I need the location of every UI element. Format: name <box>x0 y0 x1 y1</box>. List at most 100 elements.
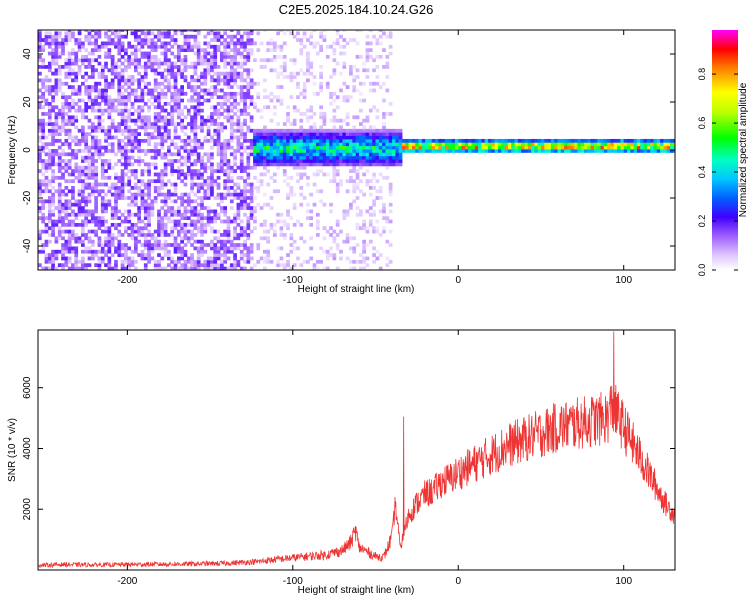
spectrogram-cell <box>133 48 138 52</box>
spectrogram-cell <box>74 236 79 241</box>
spectrogram-cell <box>292 138 297 143</box>
spectrogram-cell <box>342 61 347 66</box>
spectrogram-cell <box>51 226 55 231</box>
spectrogram-cell <box>352 259 357 264</box>
spectrogram-cell <box>378 54 383 59</box>
spectrogram-cell <box>220 239 224 244</box>
spectrogram-cell <box>368 132 373 136</box>
spectrogram-cell <box>372 246 376 251</box>
spectrogram-cell <box>319 145 323 150</box>
spectrogram-cell <box>54 222 59 227</box>
spectrogram-cell <box>312 112 317 116</box>
spectrogram-cell <box>71 68 75 73</box>
spectrogram-cell <box>216 246 221 251</box>
spectrogram-cell <box>329 233 333 237</box>
spectrogram-cell <box>38 34 42 39</box>
spectrogram-cell <box>77 65 82 69</box>
spectrogram-cell <box>47 182 52 187</box>
spectrogram-cell <box>527 149 532 153</box>
spectrogram-cell <box>524 145 529 150</box>
spectrogram-cell <box>107 249 112 254</box>
spectrogram-cell <box>47 108 52 113</box>
spectrogram-cell <box>256 138 261 143</box>
spectrogram-cell <box>319 162 323 167</box>
spectrogram-cell <box>253 175 257 180</box>
spectrogram-cell <box>61 236 65 241</box>
spectrogram-cell <box>153 149 158 153</box>
spectrogram-cell <box>226 91 231 96</box>
spectrogram-cell <box>120 152 125 157</box>
spectrogram-cell <box>186 48 191 52</box>
spectrogram-cell <box>603 142 608 147</box>
spectrogram-cell <box>173 246 178 251</box>
spectrogram-cell <box>220 128 224 133</box>
spectrogram-cell <box>481 138 486 143</box>
spectrogram-cell <box>243 253 247 257</box>
spectrogram-cell <box>279 135 284 140</box>
spectrogram-cell <box>286 253 290 257</box>
spectrogram-cell <box>259 142 264 147</box>
spectrogram-cell <box>127 112 132 116</box>
spectrogram-cell <box>94 263 98 268</box>
spectrogram-cell <box>133 30 138 32</box>
spectrogram-cell <box>418 142 423 147</box>
spectrogram-cell <box>299 132 304 136</box>
spectrogram-cell <box>124 65 128 69</box>
spectrogram-cell <box>243 108 247 113</box>
spectrogram-cell <box>140 172 145 177</box>
spectrogram-cell <box>203 75 208 79</box>
spectrogram-cell <box>286 142 290 147</box>
spectrogram-cell <box>249 81 254 86</box>
spectrogram-cell <box>176 206 181 210</box>
spectrogram-cell <box>38 229 42 234</box>
spectrogram-cell <box>329 44 333 49</box>
spectrogram-cell <box>289 216 294 220</box>
spectrogram-cell <box>137 125 141 130</box>
spectrogram-cell <box>355 169 360 173</box>
spectrogram-cell <box>355 132 360 136</box>
spectrogram-cell <box>127 41 132 46</box>
spectrogram-cell <box>229 91 234 96</box>
spectrogram-cell <box>282 162 287 167</box>
spectrogram-cell <box>335 38 340 42</box>
spectrogram-cell <box>67 165 72 170</box>
spectrogram-cell <box>193 122 198 126</box>
spectrogram-cell <box>143 31 148 36</box>
spectrogram-cell <box>186 149 191 153</box>
spectrogram-cell <box>47 259 52 264</box>
spectrogram-cell <box>666 138 671 143</box>
spectrogram-cell <box>329 118 333 123</box>
spectrogram-cell <box>315 142 320 147</box>
spectrogram-cell <box>130 236 135 241</box>
spectrogram-cell <box>193 199 198 204</box>
spectrogram-cell <box>190 182 194 187</box>
spectrogram-cell <box>157 229 161 234</box>
spectrogram-cell <box>325 155 330 160</box>
spectrogram-cell <box>160 155 165 160</box>
spectrogram-cell <box>71 169 75 173</box>
spectrogram-cell <box>150 95 155 100</box>
spectrogram-cell <box>200 125 204 130</box>
spectrogram-cell <box>263 155 267 160</box>
spectrogram-cell <box>494 149 499 153</box>
spectrogram-cell <box>650 145 654 150</box>
spectrogram-cell <box>143 102 148 106</box>
spectrogram-cell <box>309 115 314 120</box>
spectrogram-cell <box>454 145 459 150</box>
spectrogram-cell <box>239 169 244 173</box>
spectrogram-cell <box>51 229 55 234</box>
spectrogram-cell <box>196 196 201 200</box>
spectrogram-cell <box>170 259 175 264</box>
spectrogram-cell <box>236 186 241 190</box>
spectrogram-cell <box>282 135 287 140</box>
spectrogram-cell <box>47 155 52 160</box>
spectrogram-cell <box>57 175 62 180</box>
spectrogram-cell <box>269 38 274 42</box>
spectrogram-cell <box>196 95 201 100</box>
spectrogram-cell <box>38 152 42 157</box>
spectrogram-cell <box>186 192 191 197</box>
spectrogram-cell <box>345 128 350 133</box>
spectrogram-cell <box>263 128 267 133</box>
spectrogram-cell <box>67 30 72 32</box>
spectrogram-cell <box>127 189 132 194</box>
